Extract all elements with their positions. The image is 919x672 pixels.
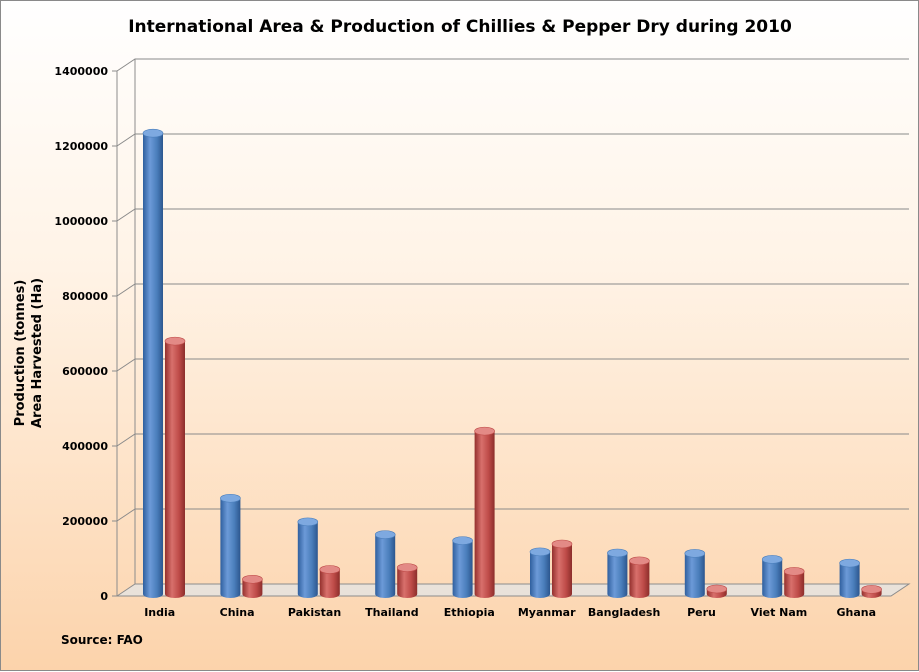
bar-body xyxy=(165,341,185,598)
bar-bangladesh-series-2 xyxy=(629,556,650,598)
y-tick-label: 200000 xyxy=(62,515,108,528)
bar-top xyxy=(607,548,628,558)
bar-top xyxy=(474,426,495,436)
x-tick-label: Bangladesh xyxy=(588,606,660,619)
bar-body xyxy=(242,579,263,598)
bar-thailand-series-2 xyxy=(396,563,418,598)
bar-body xyxy=(319,569,340,598)
bar-myanmar-series-2 xyxy=(551,539,573,598)
bar-pakistan-series-1 xyxy=(297,517,319,598)
bar-peru-series-1 xyxy=(684,549,706,598)
bar-body xyxy=(629,560,650,598)
x-tick-label: Peru xyxy=(687,606,716,619)
bar-top xyxy=(396,563,418,572)
bar-body xyxy=(397,567,418,598)
bar-top xyxy=(242,574,263,584)
bar-body xyxy=(552,544,572,598)
bar-body xyxy=(220,498,241,598)
bar-body xyxy=(530,551,550,598)
bar-body xyxy=(607,553,628,598)
bar-top xyxy=(164,336,186,346)
bar-ethiopia-series-2 xyxy=(474,426,495,598)
y-tick-label: 1400000 xyxy=(54,65,108,78)
x-tick-label: Viet Nam xyxy=(751,606,808,619)
bar-top xyxy=(783,567,805,576)
y-tick-label: 800000 xyxy=(62,290,108,303)
bar-myanmar-series-1 xyxy=(529,547,551,598)
y-axis-label-line-2: Area Harvested (Ha) xyxy=(30,278,45,428)
bar-china-series-1 xyxy=(220,493,241,598)
bar-pakistan-series-2 xyxy=(319,565,341,598)
source-note: Source: FAO xyxy=(61,633,143,647)
bar-peru-series-2 xyxy=(706,584,728,598)
bar-top xyxy=(551,539,573,549)
gridline xyxy=(116,58,909,72)
x-tick-label: Myanmar xyxy=(518,606,576,619)
x-tick-label: Ethiopia xyxy=(444,606,495,619)
bar-top xyxy=(839,558,860,568)
bar-top xyxy=(861,585,882,594)
x-tick-label: India xyxy=(144,606,175,619)
bar-body xyxy=(375,534,396,598)
bar-ghana-series-2 xyxy=(861,585,882,598)
bar-top xyxy=(452,536,473,545)
bar-top xyxy=(142,128,164,138)
bar-body xyxy=(452,540,473,598)
bar-top xyxy=(319,565,341,574)
x-tick-labels: India China Pakistan Thailand Ethiopia Myanma… xyxy=(144,606,876,619)
bar-top xyxy=(629,556,650,566)
y-tick-labels: 0 200000 400000 600000 800000 1000000 1200000 1… xyxy=(54,65,108,603)
y-tick-label: 1200000 xyxy=(54,140,108,153)
bar-top xyxy=(220,493,241,503)
gridline xyxy=(116,358,909,372)
x-tick-label: Thailand xyxy=(365,606,418,619)
bar-ethiopia-series-1 xyxy=(452,536,473,598)
bar-viet-nam-series-1 xyxy=(761,555,783,598)
gridlines xyxy=(116,58,909,522)
bars xyxy=(142,128,882,598)
y-tick-label: 1000000 xyxy=(54,215,108,228)
x-tick-label: Pakistan xyxy=(288,606,341,619)
gridline xyxy=(116,283,909,297)
y-tick-label: 600000 xyxy=(62,365,108,378)
bar-body xyxy=(143,133,163,598)
bar-thailand-series-1 xyxy=(374,530,396,598)
y-tick-label: 0 xyxy=(100,590,108,603)
bar-body xyxy=(839,563,860,598)
y-axis-label-line-1: Production (tonnes) xyxy=(13,280,28,427)
bar-top xyxy=(684,549,706,558)
y-tick-label: 400000 xyxy=(62,440,108,453)
bar-china-series-2 xyxy=(242,574,263,598)
chart-title: International Area & Production of Chill… xyxy=(128,17,792,37)
bar-top xyxy=(297,517,319,527)
bar-india-series-1 xyxy=(142,128,164,598)
bar-body xyxy=(784,571,805,598)
bar-top xyxy=(761,555,783,564)
bar-body xyxy=(474,431,495,598)
gridline xyxy=(116,433,909,447)
bar-body xyxy=(297,521,318,598)
bar-body xyxy=(762,559,783,598)
bar-top xyxy=(529,547,551,557)
bar-top xyxy=(706,584,728,594)
gridline xyxy=(116,133,909,147)
bar-top xyxy=(374,530,396,539)
bar-ghana-series-1 xyxy=(839,558,860,598)
x-tick-label: China xyxy=(220,606,255,619)
bar-body xyxy=(684,553,705,598)
gridline xyxy=(116,208,909,222)
bar-bangladesh-series-1 xyxy=(607,548,628,598)
bar-viet-nam-series-2 xyxy=(783,567,805,598)
x-tick-label: Ghana xyxy=(837,606,877,619)
bar-india-series-2 xyxy=(164,336,186,598)
